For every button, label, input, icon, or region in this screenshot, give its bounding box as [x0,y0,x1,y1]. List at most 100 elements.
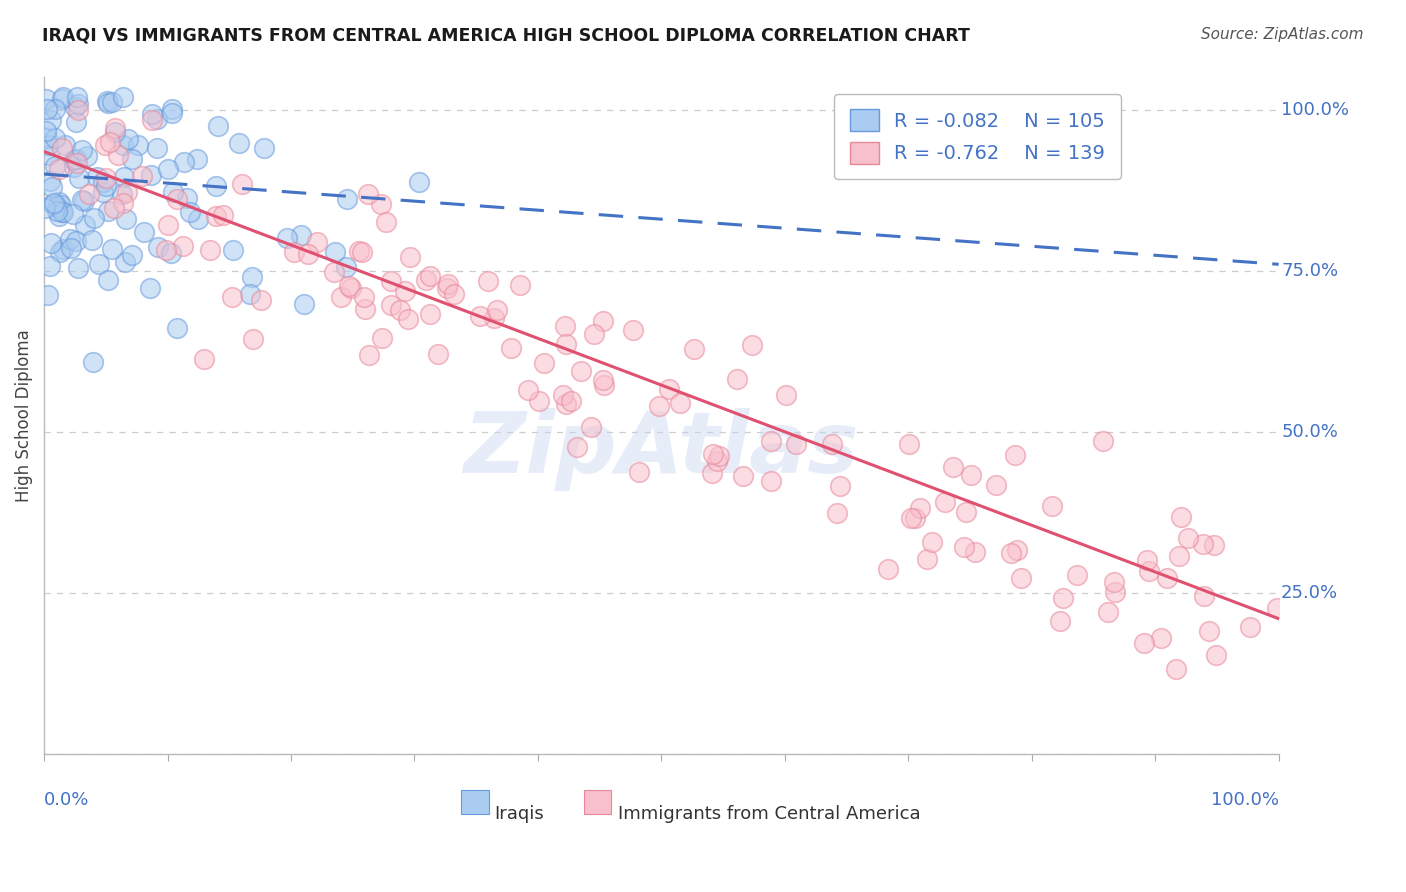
Text: Source: ZipAtlas.com: Source: ZipAtlas.com [1201,27,1364,42]
Point [1010,570,1032,584]
Point [527,394,550,409]
Point [1097,605,1119,619]
Point [34,201,56,215]
Point [94,137,117,152]
Text: ZipAtlas: ZipAtlas [464,408,859,491]
Point [160,106,183,120]
Point [156,162,179,177]
Point [759,474,782,488]
Point [1149,631,1171,645]
Point [179,204,201,219]
Point [166,320,188,334]
Point [477,274,499,288]
Point [82,355,104,369]
Point [357,348,380,362]
Point [131,169,153,183]
Point [592,373,614,387]
Point [1265,600,1288,615]
Point [41,180,63,194]
Point [583,326,606,341]
Text: 25.0%: 25.0% [1281,584,1339,602]
Point [37,138,59,153]
Point [443,287,465,301]
Point [900,511,922,525]
Point [59,232,82,246]
Point [176,191,198,205]
Point [347,244,370,258]
Point [44,159,66,173]
Point [292,296,315,310]
Point [44,103,66,117]
Point [49,245,72,260]
Point [785,436,807,450]
Legend: R = -0.082    N = 105, R = -0.762    N = 139: R = -0.082 N = 105, R = -0.762 N = 139 [834,94,1121,179]
Point [66,155,89,169]
Point [121,248,143,262]
Point [72,194,94,208]
Point [658,382,681,396]
Point [82,234,104,248]
Point [700,467,723,481]
Point [62,207,84,221]
Point [35,92,58,106]
Point [115,211,138,226]
Point [325,245,347,260]
Point [91,185,114,199]
Point [904,510,927,524]
Point [205,209,228,223]
Point [114,255,136,269]
Point [1040,500,1063,514]
Point [707,450,730,464]
Point [67,171,90,186]
Point [51,198,73,212]
Point [156,219,179,233]
Point [775,387,797,401]
Point [103,201,125,215]
Point [231,177,253,191]
Point [111,138,134,153]
Text: 0.0%: 0.0% [44,791,90,809]
Point [910,500,932,515]
Text: Iraqis: Iraqis [495,805,544,822]
Point [370,331,392,345]
Point [97,273,120,287]
Point [1004,448,1026,462]
Point [581,419,603,434]
Point [356,186,378,201]
Point [375,215,398,229]
Point [63,153,86,168]
Point [335,260,357,275]
Point [963,545,986,559]
Point [915,551,938,566]
Point [205,178,228,193]
Point [127,137,149,152]
Point [323,265,346,279]
Point [67,97,90,112]
Point [146,112,169,127]
Point [569,364,592,378]
Point [1049,615,1071,629]
Point [560,393,582,408]
Point [1239,620,1261,634]
Point [107,147,129,161]
Point [415,273,437,287]
Point [482,310,505,325]
Point [155,243,177,257]
Point [141,112,163,127]
Point [52,242,75,256]
Text: IRAQI VS IMMIGRANTS FROM CENTRAL AMERICA HIGH SCHOOL DIPLOMA CORRELATION CHART: IRAQI VS IMMIGRANTS FROM CENTRAL AMERICA… [42,27,970,45]
Point [207,119,229,133]
Point [240,270,263,285]
Point [1170,510,1192,524]
Point [1177,531,1199,545]
Point [39,113,62,128]
Point [555,336,578,351]
Point [1104,575,1126,590]
Point [173,155,195,169]
Point [83,211,105,225]
Point [187,212,209,227]
Point [250,293,273,307]
Point [396,311,419,326]
Point [398,250,420,264]
Point [96,95,118,110]
